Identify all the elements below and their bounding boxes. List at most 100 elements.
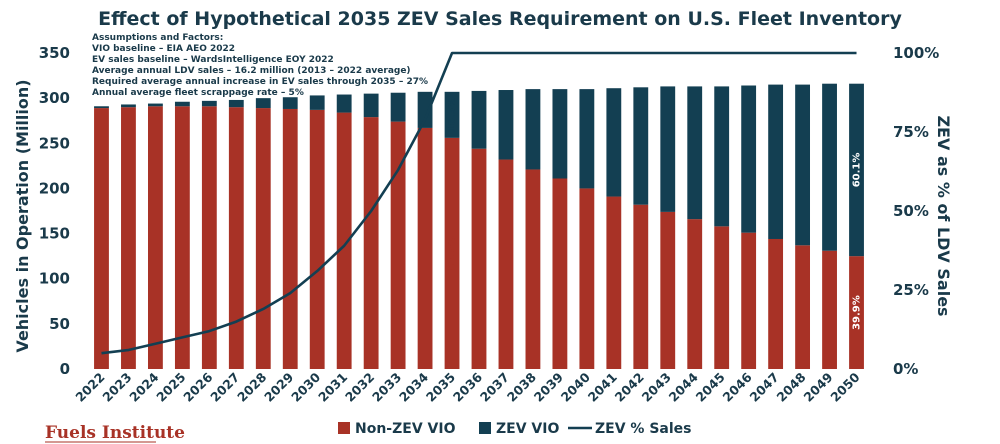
y-tick-label: 150 [39, 225, 70, 243]
y-axis-right: 0% 25% 50% 75% 100% [893, 44, 939, 378]
bar-zev [606, 88, 622, 197]
y-axis-label: Vehicles in Operation (Million) [13, 79, 32, 352]
x-tick-label: 2034 [396, 369, 431, 404]
bar-non-zev [525, 169, 541, 369]
bar-zev [336, 94, 352, 113]
bar-zev [660, 86, 676, 212]
x-tick-label: 2032 [342, 370, 377, 405]
bar-non-zev [147, 106, 163, 370]
data-label: 83.5% [447, 236, 458, 271]
bar-non-zev [94, 108, 109, 370]
x-tick-label: 2036 [450, 369, 485, 404]
x-tick-label: 2028 [234, 370, 269, 405]
bar-zev [849, 83, 864, 257]
x-tick-label: 2048 [773, 370, 808, 405]
x-tick-label: 2027 [207, 370, 242, 405]
bar-non-zev [714, 226, 730, 369]
legend-label: Non-ZEV VIO [355, 421, 456, 437]
y-tick-label: 200 [39, 179, 70, 197]
bar-zev [363, 93, 379, 118]
x-tick-label: 2038 [504, 370, 539, 405]
bar-zev [121, 104, 136, 108]
bar-non-zev [660, 211, 676, 369]
bar-zev [498, 90, 514, 160]
bar-non-zev [417, 127, 433, 370]
bar-non-zev [498, 159, 514, 369]
bar-non-zev [390, 121, 406, 369]
x-tick-label: 2046 [720, 369, 755, 404]
assumptions-box: Assumptions and Factors: VIO baseline – … [92, 33, 428, 98]
assumption-line: VIO baseline – EIA AEO 2022 [92, 44, 235, 54]
x-tick-label: 2044 [666, 369, 701, 404]
bar-zev [768, 84, 784, 239]
x-tick-label: 2031 [315, 370, 350, 405]
bar-non-zev [633, 204, 649, 369]
bar-zev [228, 99, 244, 108]
bar-zev [822, 83, 837, 251]
bar-group [94, 83, 864, 370]
bar-zev [444, 91, 460, 138]
bar-non-zev [309, 109, 325, 369]
bar-zev [795, 84, 811, 246]
bar-non-zev [552, 178, 568, 369]
x-tick-label: 2025 [153, 370, 188, 405]
data-label: 16.5% [447, 97, 458, 132]
y-axis-left: 0 50 100 150 200 250 300 350 [39, 44, 70, 378]
bar-non-zev [741, 232, 757, 369]
bar-zev [525, 89, 541, 170]
assumption-line: Annual average fleet scrappage rate – 5% [92, 88, 304, 98]
y-tick-label: 350 [39, 44, 70, 62]
x-tick-label: 2040 [558, 369, 593, 404]
y-tick-label: 50 [49, 315, 70, 333]
bar-non-zev [768, 238, 784, 369]
x-tick-label: 2033 [369, 370, 404, 405]
bar-non-zev [282, 108, 298, 369]
line-group [101, 51, 857, 355]
bar-non-zev [606, 196, 622, 369]
bar-non-zev [849, 256, 864, 369]
bar-non-zev [687, 219, 703, 369]
bar-zev [309, 95, 325, 110]
bar-non-zev [255, 108, 271, 370]
legend-label: ZEV % Sales [595, 421, 691, 437]
x-tick-label: 2047 [747, 370, 782, 405]
bar-non-zev [579, 188, 595, 369]
x-tick-label: 2022 [72, 370, 107, 405]
assumption-line: Required average annual increase in EV s… [92, 77, 428, 87]
bar-zev [633, 87, 649, 205]
y2-tick-label: 75% [893, 123, 929, 141]
x-tick-label: 2043 [639, 370, 674, 405]
legend-swatch [338, 422, 350, 434]
bar-non-zev [444, 137, 460, 369]
bar-non-zev [363, 117, 379, 369]
x-tick-label: 2030 [288, 369, 323, 404]
x-tick-label: 2039 [531, 370, 566, 405]
bar-non-zev [121, 107, 136, 370]
assumptions-heading: Assumptions and Factors: [92, 33, 223, 43]
y2-tick-label: 50% [893, 202, 929, 220]
chart-title: Effect of Hypothetical 2035 ZEV Sales Re… [98, 8, 902, 30]
bar-non-zev [201, 106, 217, 370]
y-tick-label: 100 [39, 270, 70, 288]
y2-axis-label: ZEV as % of LDV Sales [934, 115, 953, 316]
bar-zev [417, 91, 433, 128]
y2-tick-label: 25% [893, 281, 929, 299]
bar-zev [741, 85, 757, 233]
bar-non-zev [228, 107, 244, 370]
y-tick-label: 300 [39, 89, 70, 107]
x-tick-label: 2037 [477, 370, 512, 405]
x-tick-label: 2035 [423, 370, 458, 405]
x-tick-label: 2026 [180, 369, 215, 404]
bar-non-zev [795, 245, 811, 369]
x-tick-label: 2050 [827, 369, 862, 404]
bar-zev [282, 97, 298, 109]
bar-zev [390, 92, 406, 122]
annotation-group: 16.5% 83.5% 60.1% 39.9% [447, 97, 862, 329]
bar-zev [579, 89, 595, 189]
data-label: 39.9% [852, 295, 863, 330]
bar-zev [201, 100, 217, 107]
bar-zev [94, 106, 109, 109]
bar-non-zev [174, 106, 190, 370]
x-tick-label: 2042 [612, 370, 647, 405]
